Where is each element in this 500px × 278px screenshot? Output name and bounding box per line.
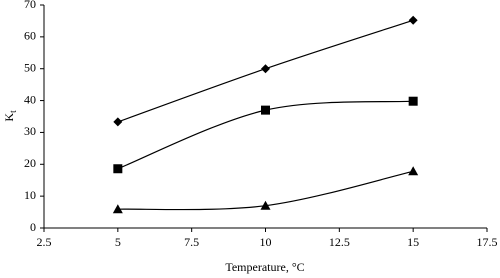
y-tick-label: 40: [24, 92, 36, 106]
marker: [408, 96, 418, 106]
y-axis-title: Kt: [2, 110, 18, 122]
marker: [261, 64, 270, 74]
marker: [112, 204, 123, 214]
marker: [260, 200, 271, 210]
x-tick-label: 7.5: [184, 235, 199, 249]
y-tick-label: 0: [30, 220, 36, 234]
y-tick-label: 70: [24, 0, 36, 11]
x-tick-label: 5: [115, 235, 121, 249]
marker: [408, 166, 419, 176]
x-tick-label: 2.5: [37, 235, 52, 249]
y-axis-title-sub: t: [8, 110, 18, 113]
y-axis-title-group: Kt: [2, 110, 18, 122]
x-axis-title: Temperature, °C: [225, 260, 304, 274]
y-tick-label: 30: [24, 124, 36, 138]
y-axis-title-main: K: [2, 113, 16, 122]
y-tick-label: 10: [24, 188, 36, 202]
x-tick-label: 12.5: [329, 235, 350, 249]
x-tick-label: 15: [407, 235, 419, 249]
x-tick-label: 10: [260, 235, 272, 249]
marker: [408, 15, 418, 25]
y-tick-label: 60: [24, 29, 36, 43]
y-tick-label: 20: [24, 156, 36, 170]
marker: [113, 164, 123, 174]
marker: [113, 117, 123, 127]
marker: [261, 105, 270, 115]
y-tick-label: 50: [24, 60, 36, 74]
x-tick-label: 17.5: [477, 235, 498, 249]
